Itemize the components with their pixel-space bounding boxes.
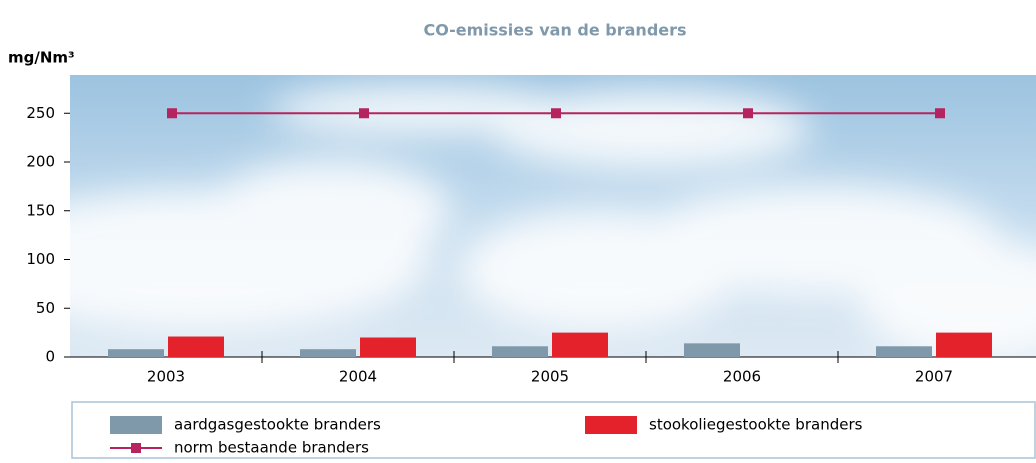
- legend-label: norm bestaande branders: [174, 439, 369, 457]
- y-tick-label: 0: [45, 348, 55, 366]
- x-tick-label: 2007: [915, 368, 953, 386]
- y-tick-label: 50: [36, 299, 55, 317]
- bar: [876, 346, 932, 357]
- marker: [935, 108, 945, 119]
- x-tick-label: 2005: [531, 368, 569, 386]
- bar: [492, 346, 548, 357]
- bar: [936, 332, 992, 357]
- marker: [167, 108, 177, 119]
- y-tick-label: 200: [26, 153, 55, 171]
- x-tick-label: 2004: [339, 368, 377, 386]
- y-tick-label: 150: [26, 201, 55, 219]
- marker: [359, 108, 369, 119]
- x-tick-label: 2003: [147, 368, 185, 386]
- legend-box: [71, 401, 1036, 459]
- y-axis-label: mg/Nm³: [8, 49, 75, 67]
- bar: [552, 332, 608, 357]
- marker: [551, 108, 561, 119]
- x-tick-label: 2006: [723, 368, 761, 386]
- bar: [300, 349, 356, 357]
- legend-label: aardgasgestookte branders: [174, 416, 381, 434]
- legend-swatch: [585, 416, 637, 434]
- bar: [360, 337, 416, 357]
- bar: [684, 343, 740, 357]
- marker: [743, 108, 753, 119]
- bar: [168, 336, 224, 357]
- y-tick-label: 100: [26, 250, 55, 268]
- legend-label: stookoliegestookte branders: [649, 416, 863, 434]
- legend-swatch: [131, 443, 141, 453]
- chart-title: CO-emissies van de branders: [423, 21, 686, 40]
- legend-swatch: [110, 416, 162, 434]
- y-tick-label: 250: [26, 104, 55, 122]
- bar: [108, 349, 164, 357]
- clouds: [70, 85, 1036, 357]
